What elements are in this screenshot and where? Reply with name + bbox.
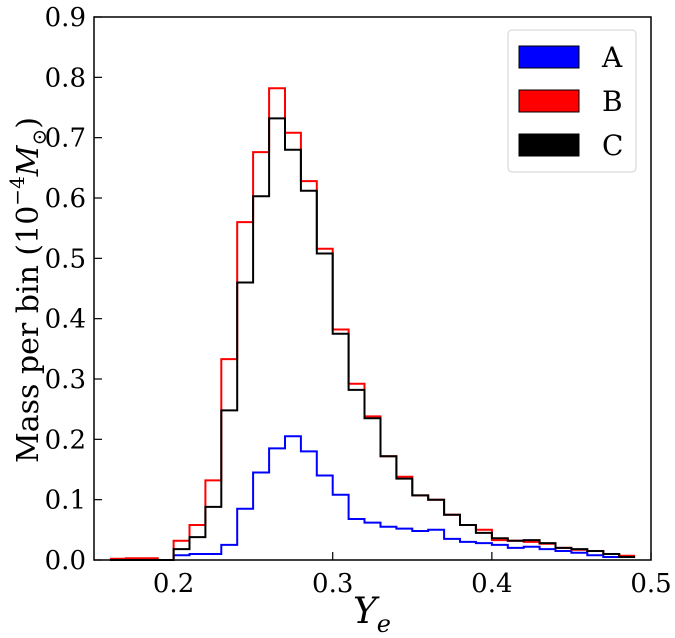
legend-swatch-b xyxy=(518,89,580,113)
y-tick-label: 0.0 xyxy=(45,546,86,576)
legend-label-c: C xyxy=(602,129,623,162)
legend-label-b: B xyxy=(602,85,623,118)
ticks-layer: 0.2 0.3 0.4 0.5 0.0 0.1 0.2 0.3 0.4 0.5 0.6 0.7 0.8 0… xyxy=(45,3,672,599)
legend-swatch-a xyxy=(518,45,580,69)
y-tick-label: 0.2 xyxy=(45,425,86,455)
y-tick-label: 0.3 xyxy=(45,365,86,395)
series-layer xyxy=(109,87,636,561)
legend-label-a: A xyxy=(601,41,623,74)
x-tick-label: 0.3 xyxy=(312,569,353,599)
legend: ABC xyxy=(507,29,637,173)
y-tick-label: 0.4 xyxy=(45,305,86,335)
series-a-step-line xyxy=(109,435,636,561)
x-tick-label: 0.5 xyxy=(630,569,671,599)
series-c-step-line xyxy=(109,117,636,561)
plot-frame xyxy=(93,16,652,561)
y-tick-label: 0.8 xyxy=(45,63,86,93)
y-tick-label: 0.5 xyxy=(45,244,86,274)
y-tick-label: 0.1 xyxy=(45,486,86,516)
legend-swatch-c xyxy=(518,133,580,157)
y-axis-title: Mass per bin (10−4M⊙) xyxy=(5,117,51,463)
x-axis-title: Ye xyxy=(353,591,391,638)
y-tick-label: 0.7 xyxy=(45,124,86,154)
x-tick-label: 0.2 xyxy=(153,569,194,599)
y-tick-label: 0.6 xyxy=(45,184,86,214)
y-tick-label: 0.9 xyxy=(45,3,86,33)
x-tick-label: 0.4 xyxy=(471,569,512,599)
